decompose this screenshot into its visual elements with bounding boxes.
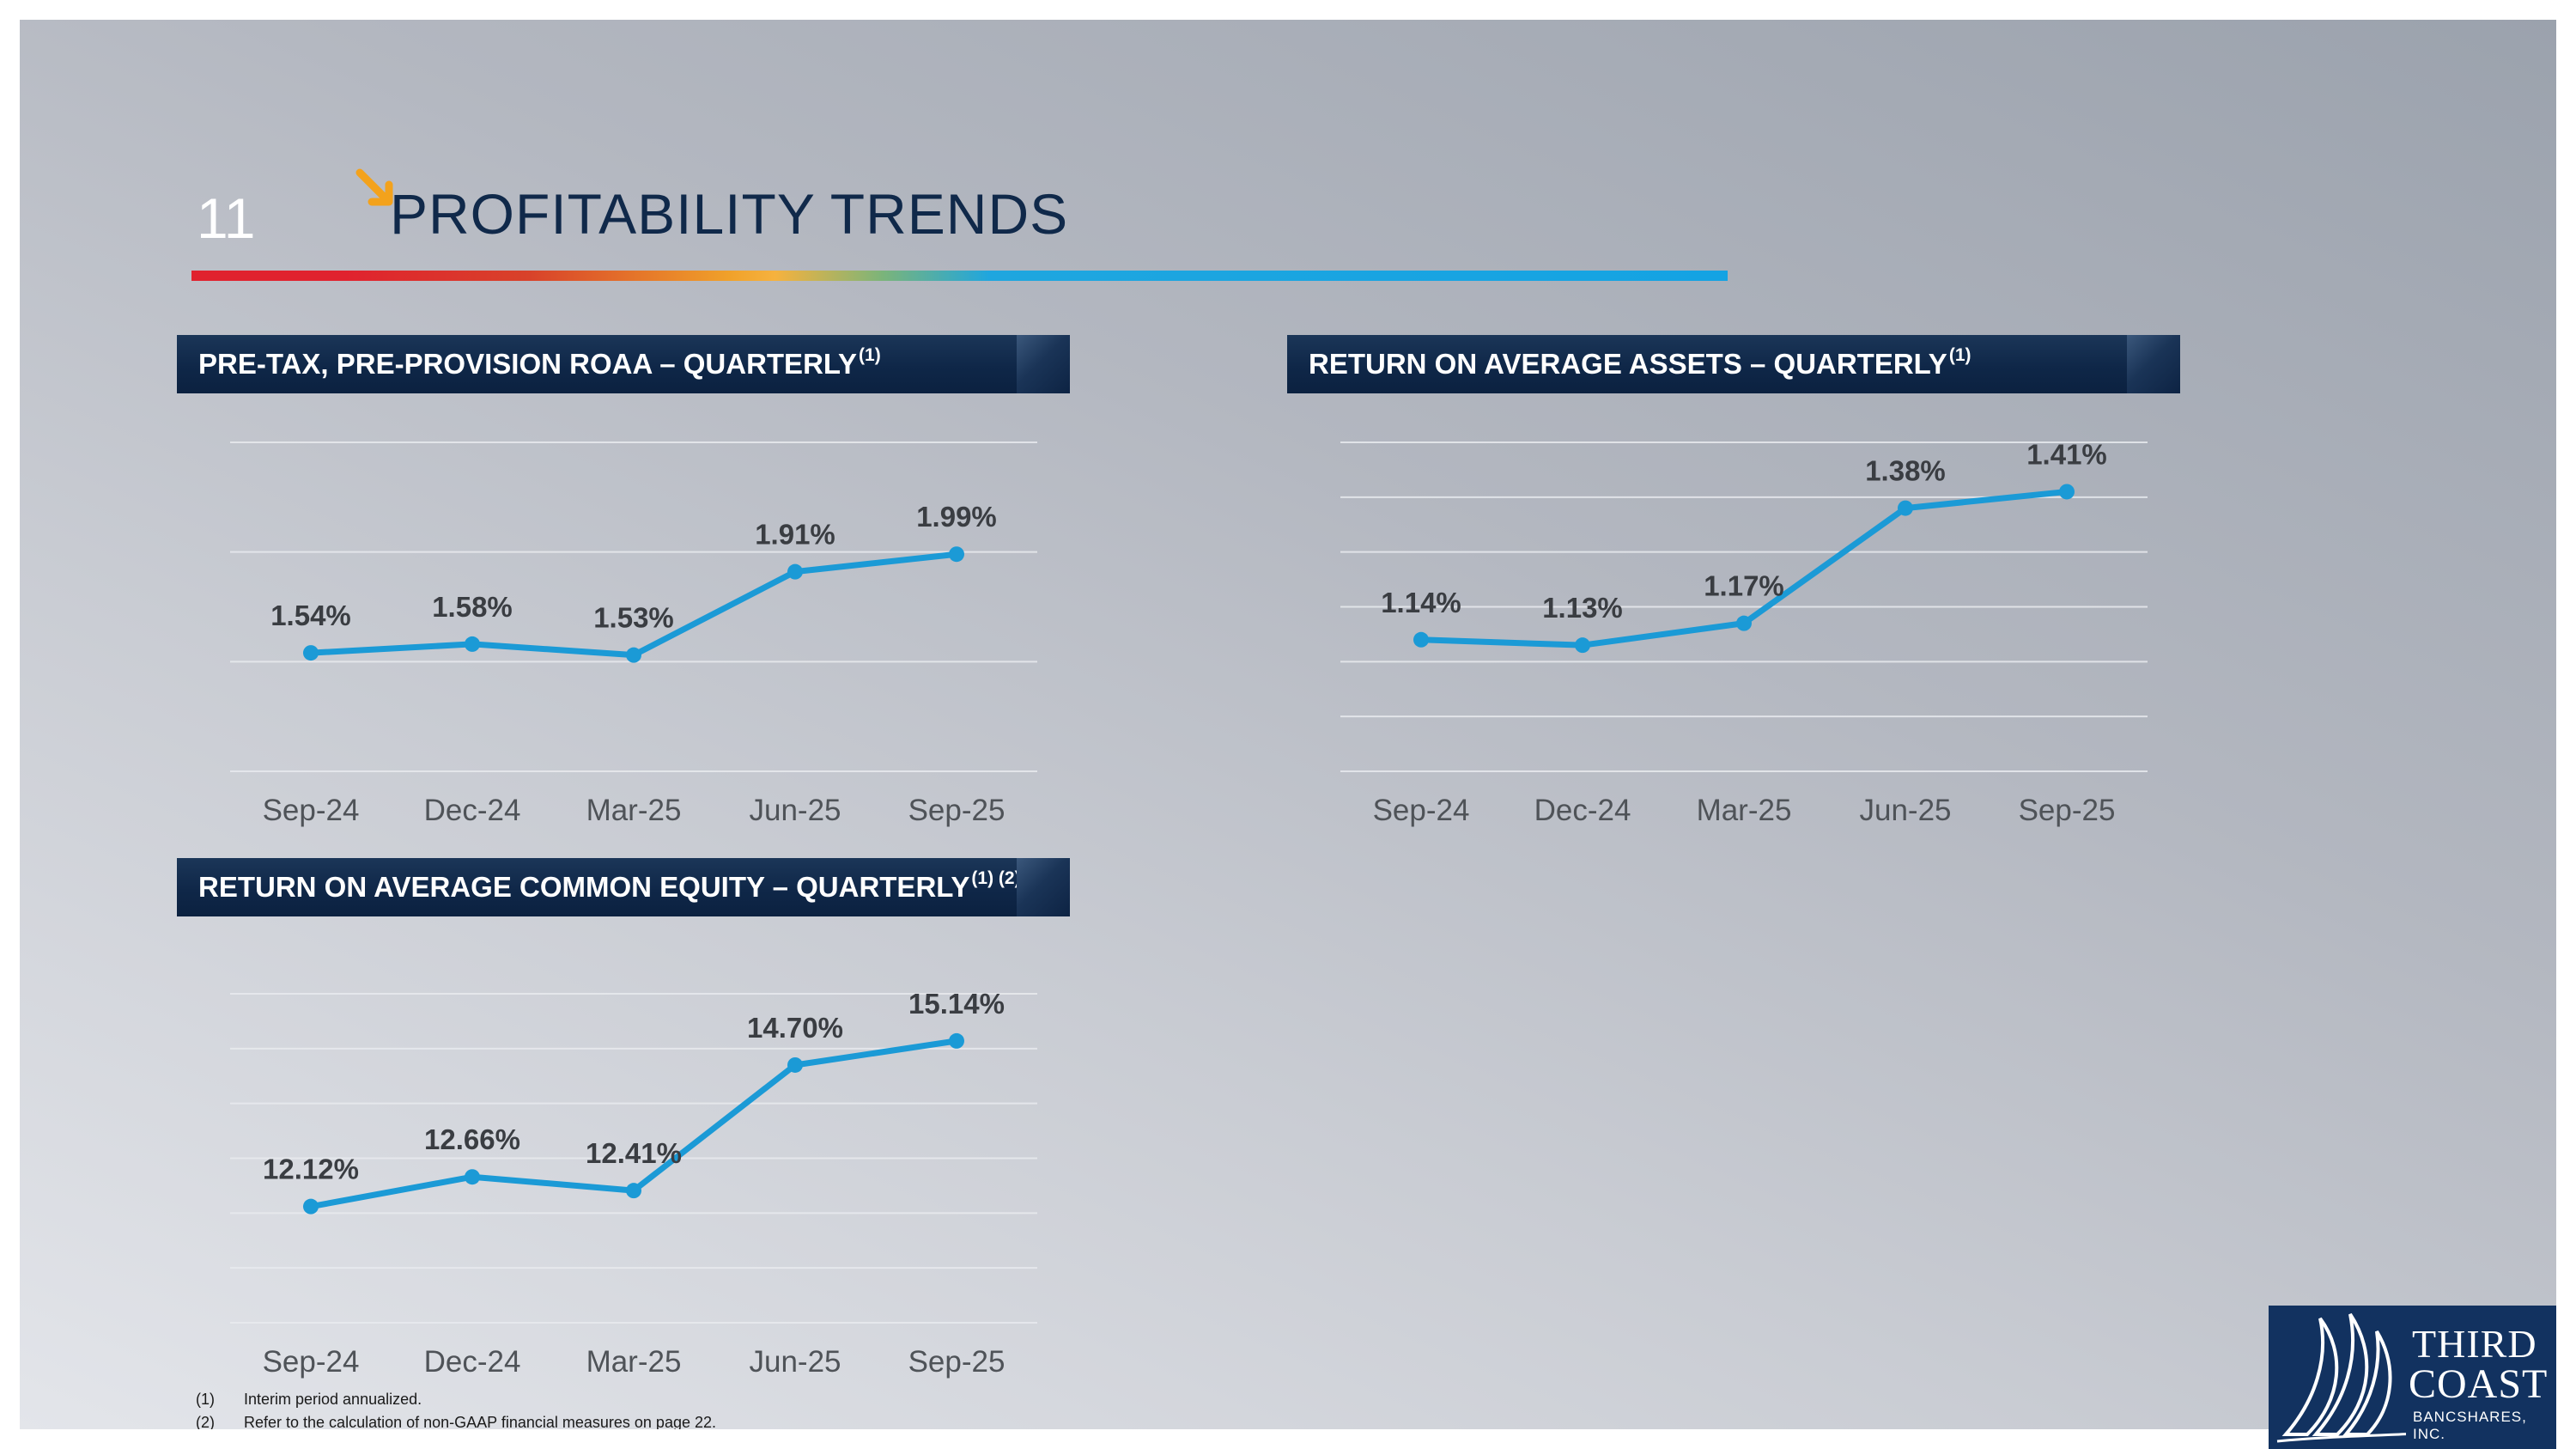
data-point — [949, 546, 964, 563]
footnote: (2) Refer to the calculation of non-GAAP … — [196, 1414, 717, 1429]
x-tick-label: Sep-25 — [2019, 794, 2116, 827]
logo-text-bancshares: BANCSHARES, INC. — [2413, 1409, 2527, 1442]
data-point — [1413, 631, 1429, 648]
x-tick-label: Dec-24 — [1534, 794, 1631, 827]
chart-roaa: Sep-24 Dec-24 Mar-25 Jun-25 Sep-25 1.14% 1.13%… — [1340, 438, 2148, 827]
series-line — [307, 1038, 960, 1210]
data-label: 1.58% — [432, 591, 513, 623]
data-point — [465, 636, 480, 652]
chart-title-footnote-ref: (1) (2) — [971, 868, 1021, 888]
data-point — [1736, 615, 1752, 631]
data-label: 1.38% — [1865, 455, 1946, 487]
chart-title-footnote-ref: (1) — [1948, 345, 1971, 365]
chart-title: RETURN ON AVERAGE COMMON EQUITY – QUARTE… — [198, 871, 970, 903]
chart-ppnr-roaa: Sep-24 Dec-24 Mar-25 Jun-25 Sep-25 1.54% 1.58%… — [230, 441, 1037, 827]
x-tick-label: Dec-24 — [424, 1345, 521, 1379]
page-title: PROFITABILITY TRENDS — [390, 182, 1069, 246]
x-tick-label: Jun-25 — [749, 794, 841, 827]
logo-text-third: THIRD — [2412, 1322, 2537, 1366]
data-point — [2059, 484, 2075, 500]
chart-roace: Sep-24 Dec-24 Mar-25 Jun-25 Sep-25 12.12% 12.6… — [230, 988, 1037, 1379]
chart-header-ppnr-roaa: PRE-TAX, PRE-PROVISION ROAA – QUARTERLY(… — [177, 335, 1070, 393]
company-logo: THIRD COAST BANCSHARES, INC. — [2269, 1306, 2556, 1449]
data-label: 1.99% — [916, 501, 997, 533]
x-tick-label: Mar-25 — [586, 794, 682, 827]
data-point — [465, 1169, 480, 1185]
slide-number: 11 — [197, 186, 256, 250]
data-point — [626, 647, 641, 663]
data-label: 12.12% — [263, 1154, 359, 1185]
x-tick-label: Mar-25 — [586, 1345, 682, 1379]
x-tick-label: Sep-25 — [908, 1345, 1005, 1379]
x-tick-label: Sep-24 — [1373, 794, 1470, 827]
chart-title: RETURN ON AVERAGE ASSETS – QUARTERLY — [1309, 348, 1947, 380]
x-tick-label: Dec-24 — [424, 794, 521, 827]
x-tick-label: Sep-25 — [908, 794, 1005, 827]
data-label: 1.41% — [2026, 438, 2107, 470]
logo-text-coast: COAST — [2409, 1361, 2549, 1407]
data-label: 1.13% — [1542, 592, 1623, 624]
slide: 11 PROFITABILITY TRENDS PRE-TAX, PRE-PRO… — [20, 20, 2556, 1429]
chart-title-footnote-ref: (1) — [859, 345, 881, 365]
x-tick-label: Jun-25 — [749, 1345, 841, 1379]
chart-title: PRE-TAX, PRE-PROVISION ROAA – QUARTERLY — [198, 348, 858, 380]
data-point — [626, 1183, 641, 1199]
data-point — [1898, 500, 1913, 516]
data-label: 15.14% — [908, 988, 1005, 1020]
data-point — [949, 1032, 964, 1049]
x-tick-label: Mar-25 — [1697, 794, 1792, 827]
data-label: 1.14% — [1381, 587, 1461, 618]
data-label: 1.17% — [1704, 570, 1784, 602]
data-point — [787, 1056, 803, 1073]
sail-logo-icon — [2276, 1312, 2406, 1443]
data-point — [303, 645, 319, 661]
data-label: 12.66% — [424, 1123, 520, 1155]
data-point — [787, 563, 803, 580]
title-divider — [191, 271, 1728, 281]
data-point — [303, 1198, 319, 1215]
footnote: (1) Interim period annualized. — [196, 1391, 422, 1408]
x-tick-label: Sep-24 — [263, 794, 360, 827]
data-label: 1.54% — [270, 600, 351, 631]
data-label: 1.91% — [755, 519, 835, 551]
chart-header-roace: RETURN ON AVERAGE COMMON EQUITY – QUARTE… — [177, 858, 1070, 916]
x-tick-label: Sep-24 — [263, 1345, 360, 1379]
chart-header-roaa: RETURN ON AVERAGE ASSETS – QUARTERLY (1) — [1287, 335, 2180, 393]
footnotes: (1) Interim period annualized. (2) Refer t… — [196, 1388, 716, 1429]
down-right-arrow-icon — [355, 168, 393, 206]
x-tick-label: Jun-25 — [1859, 794, 1951, 827]
data-label: 12.41% — [586, 1137, 682, 1169]
data-point — [1575, 637, 1590, 654]
data-label: 1.53% — [593, 602, 674, 634]
data-label: 14.70% — [747, 1012, 843, 1044]
